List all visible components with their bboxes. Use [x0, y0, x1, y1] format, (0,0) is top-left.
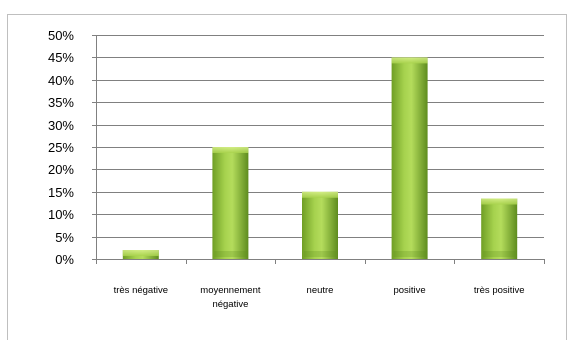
bar	[302, 191, 338, 259]
x-tick-label: moyennement	[200, 285, 261, 296]
y-tick-label: 45%	[48, 50, 74, 65]
y-tick-label: 50%	[48, 28, 74, 43]
bar-cap	[302, 191, 338, 198]
frame-border-top	[7, 14, 567, 15]
bar-base-shade	[393, 251, 426, 257]
y-tick-label: 30%	[48, 118, 74, 133]
frame-border-left	[7, 14, 8, 340]
y-tick-label: 15%	[48, 185, 74, 200]
y-tick-label: 20%	[48, 162, 74, 177]
bar-cap	[481, 198, 518, 205]
y-tick-label: 40%	[48, 73, 74, 88]
bar-base-shade	[304, 251, 336, 257]
bar	[481, 198, 518, 259]
bar-cap	[212, 147, 249, 153]
x-tick-label: neutre	[307, 285, 334, 296]
x-tick-label: négative	[212, 299, 248, 310]
y-tick-label: 25%	[48, 140, 74, 155]
x-tick-label: très négative	[114, 285, 168, 296]
y-tick-label: 10%	[48, 207, 74, 222]
bar-base-shade	[214, 251, 247, 257]
bar-cap	[391, 57, 428, 64]
frame-border-right	[566, 14, 567, 340]
bar-base-shade	[483, 251, 516, 257]
bar-cap	[122, 250, 159, 257]
x-tick-label: très positive	[474, 285, 525, 296]
y-tick-label: 5%	[55, 230, 74, 245]
bar	[212, 147, 249, 259]
y-tick-label: 35%	[48, 95, 74, 110]
y-tick-label: 0%	[55, 252, 74, 267]
bar	[391, 57, 428, 260]
x-tick-label: positive	[393, 285, 425, 296]
